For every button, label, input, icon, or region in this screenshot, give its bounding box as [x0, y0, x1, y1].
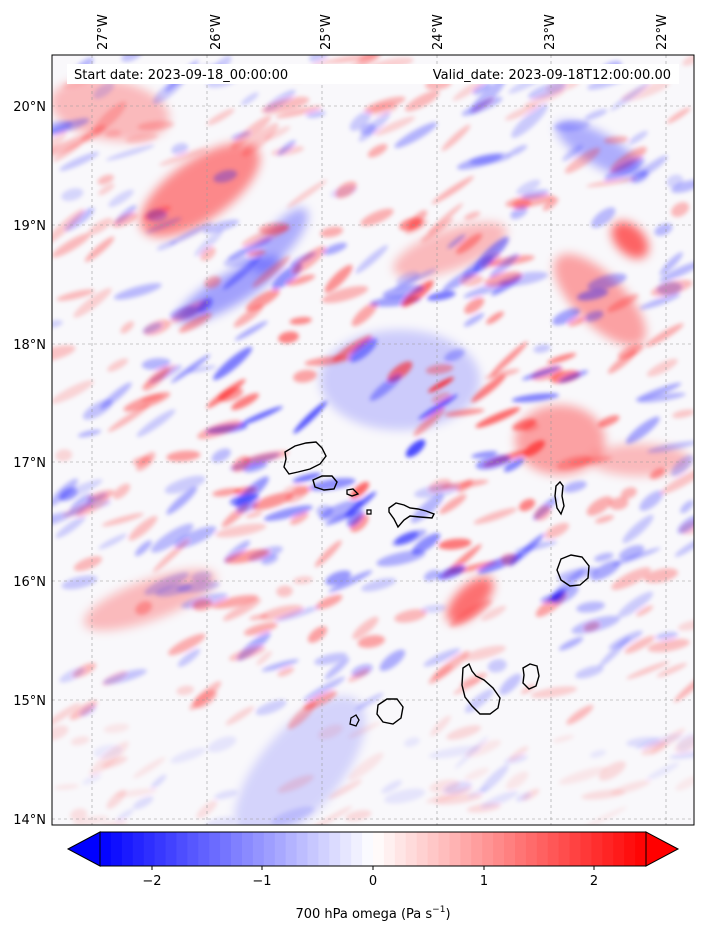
valid-date-text: Valid_date: 2023-09-18T12:00:00.00 [433, 68, 671, 83]
lon-label-25w: 25°W [319, 14, 334, 50]
island-fogo [376, 698, 404, 725]
lat-label-15n: 15°N [13, 694, 46, 709]
start-date-text: Start date: 2023-09-18_00:00:00 [74, 68, 288, 83]
lon-label-22w: 22°W [655, 14, 670, 50]
lon-label-23w: 23°W [543, 14, 558, 50]
latitude-labels: 20°N 19°N 18°N 17°N 16°N 15°N 14°N [13, 100, 46, 828]
island-boa-vista [556, 554, 590, 587]
colorbar: −2 −1 0 1 2 700 hPa omega (Pa s−1) [66, 831, 680, 922]
island-santiago [461, 662, 501, 715]
omega-field [52, 55, 694, 825]
lon-label-24w: 24°W [431, 14, 446, 50]
cbar-tick-1: 1 [480, 874, 488, 889]
cbar-tick-neg2: −2 [142, 874, 161, 889]
map-frame [51, 54, 695, 826]
lat-label-14n: 14°N [13, 813, 46, 828]
longitude-labels: 27°W 26°W 25°W 24°W 23°W 22°W [96, 14, 670, 50]
lat-label-19n: 19°N [13, 219, 46, 234]
island-sal [554, 480, 565, 516]
lat-label-17n: 17°N [13, 456, 46, 471]
map-panel [51, 54, 695, 826]
colorbar-gradient [100, 832, 647, 866]
island-santa-luzia [346, 488, 360, 497]
island-santo-antao [283, 441, 327, 475]
island-sao-nicolau [388, 502, 435, 529]
island-sao-vicente [312, 475, 338, 491]
lat-label-16n: 16°N [13, 575, 46, 590]
graticule [52, 55, 694, 825]
lon-label-27w: 27°W [96, 14, 111, 50]
island-raso [366, 509, 372, 515]
cbar-tick-0: 0 [369, 874, 377, 889]
colorbar-extend-left [66, 831, 101, 867]
coastlines [283, 441, 590, 727]
colorbar-ticks: −2 −1 0 1 2 [142, 866, 598, 889]
lon-label-26w: 26°W [209, 14, 224, 50]
island-brava [349, 714, 360, 727]
colorbar-extend-right [645, 831, 680, 867]
cbar-tick-neg1: −1 [252, 874, 271, 889]
cbar-tick-2: 2 [590, 874, 598, 889]
lat-label-18n: 18°N [13, 338, 46, 353]
colorbar-label: 700 hPa omega (Pa s−1) [295, 905, 450, 922]
date-box [67, 64, 679, 84]
lat-label-20n: 20°N [13, 100, 46, 115]
island-maio [522, 663, 540, 690]
